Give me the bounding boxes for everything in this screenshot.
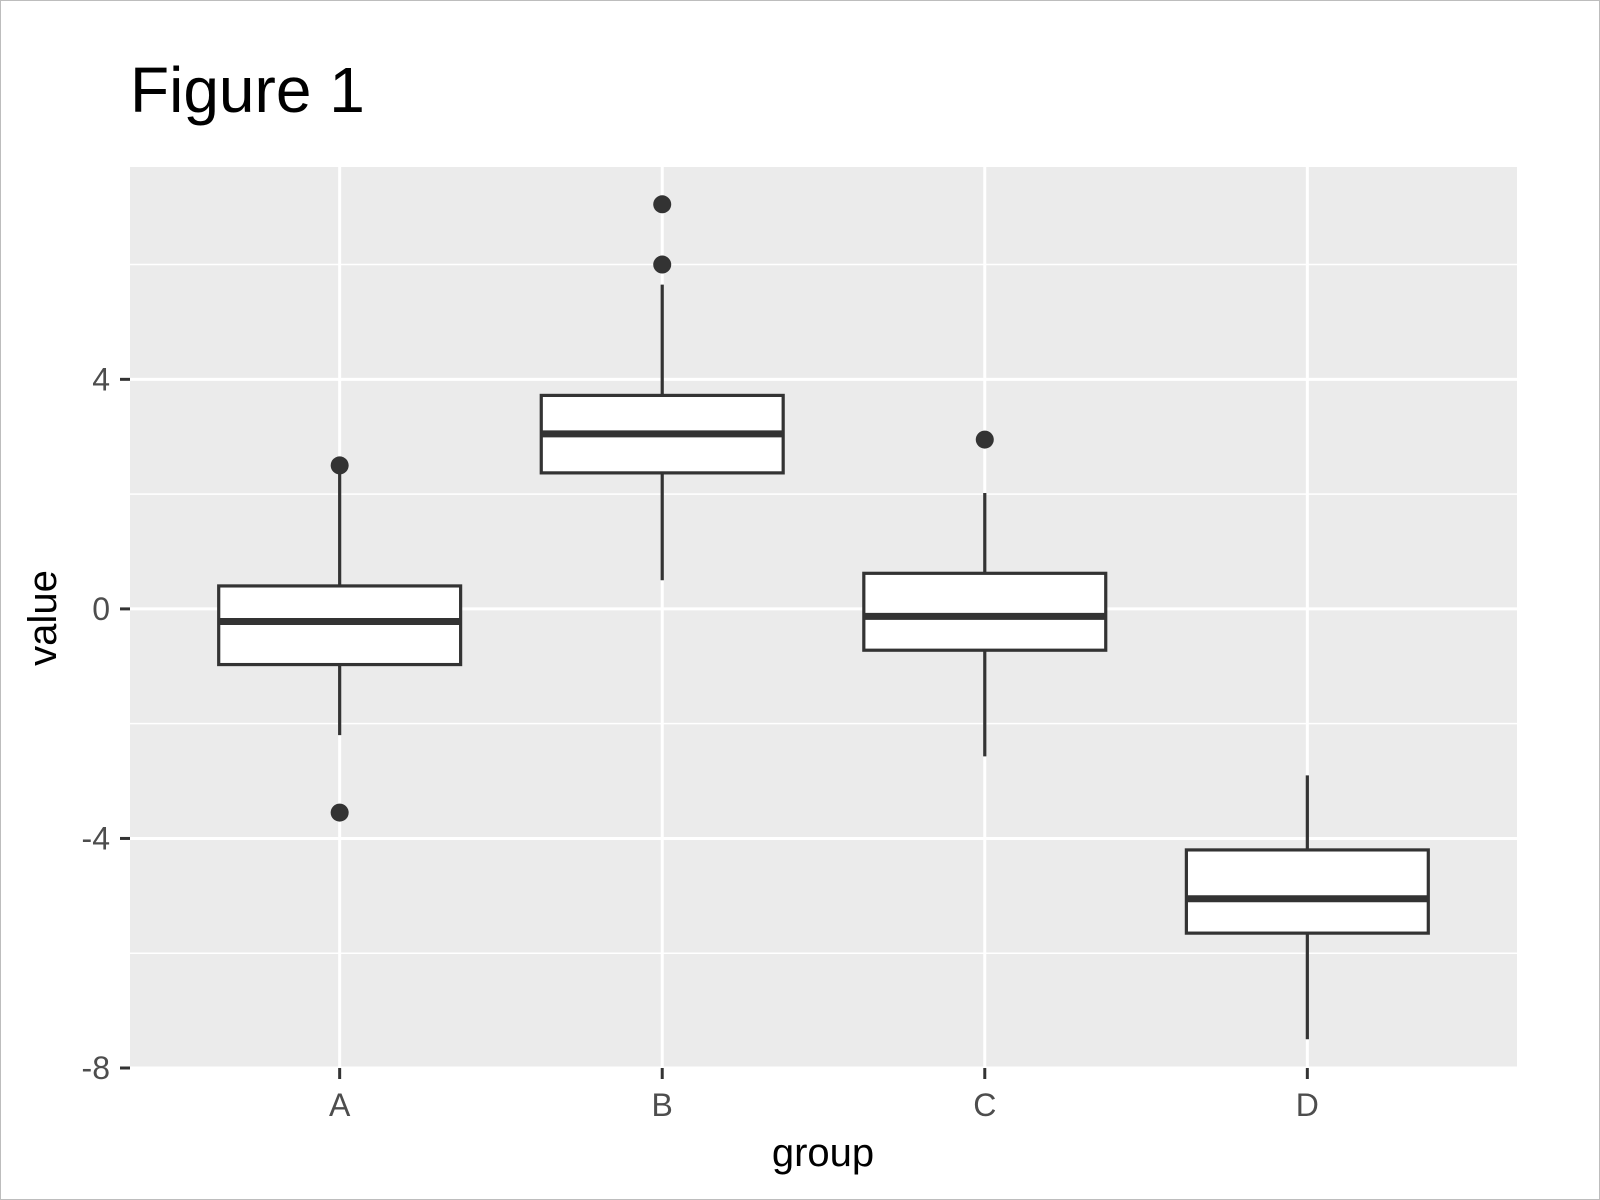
- x-tick-label: C: [973, 1087, 996, 1123]
- y-tick-label: 0: [92, 591, 110, 627]
- minor-gridlines: [130, 263, 1517, 954]
- outlier-point: [653, 195, 672, 214]
- box-group-A: [217, 456, 463, 822]
- x-axis: A B C D: [329, 1068, 1319, 1123]
- x-tick-label: B: [652, 1087, 673, 1123]
- box-group-B: [539, 195, 785, 581]
- box: [862, 571, 1108, 652]
- x-tick-label: D: [1296, 1087, 1319, 1123]
- box: [217, 584, 463, 667]
- boxes: [217, 195, 1430, 1040]
- outlier-point: [653, 255, 672, 274]
- outlier-point: [330, 803, 349, 822]
- y-tick-label: 4: [92, 361, 110, 397]
- y-axis-title: value: [21, 570, 65, 666]
- box-group-C: [862, 430, 1108, 757]
- y-tick-label: -8: [82, 1050, 110, 1086]
- outlier-point: [330, 456, 349, 475]
- chart-title: Figure 1: [130, 54, 365, 126]
- x-axis-title: group: [772, 1131, 874, 1175]
- y-axis: -8 -4 0 4: [82, 361, 130, 1086]
- x-tick-label: A: [329, 1087, 351, 1123]
- y-tick-label: -4: [82, 820, 110, 856]
- box: [1184, 848, 1430, 935]
- box-group-D: [1184, 775, 1430, 1040]
- outlier-point: [975, 430, 994, 449]
